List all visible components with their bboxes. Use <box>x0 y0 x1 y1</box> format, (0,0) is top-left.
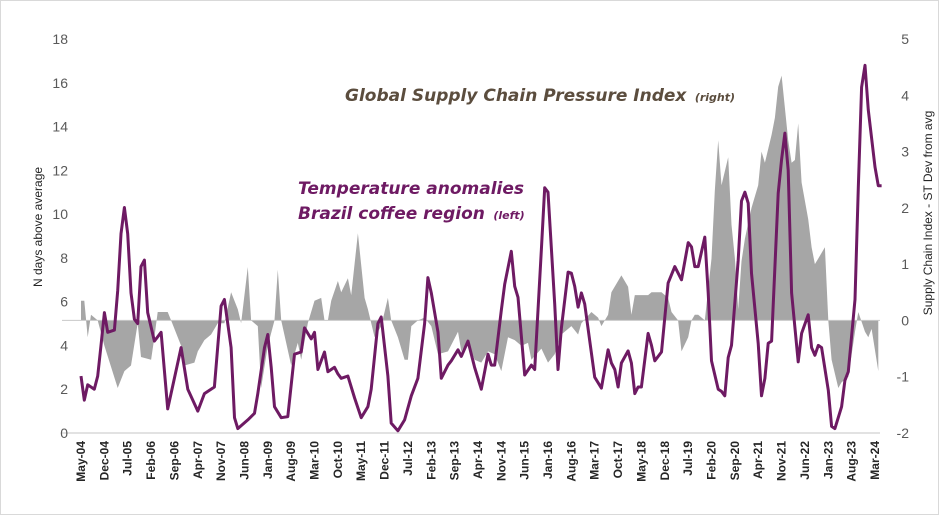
left-tick-label: 10 <box>52 206 68 222</box>
temp-annotation-line1: Temperature anomalies <box>298 179 524 199</box>
gscpi-annotation: Global Supply Chain Pressure Index (righ… <box>345 86 735 106</box>
x-tick-label: Jun-08 <box>238 441 252 480</box>
x-tick-label: Nov-07 <box>214 441 228 481</box>
left-tick-label: 4 <box>60 337 68 353</box>
x-tick-label: Feb-06 <box>144 441 158 480</box>
x-tick-label: Sep-13 <box>448 441 462 481</box>
temp-annotation-suffix: (left) <box>493 209 524 222</box>
x-tick-label: Aug-23 <box>845 441 859 482</box>
x-tick-label: Apr-07 <box>191 441 205 479</box>
temperature-line-layer <box>79 63 882 433</box>
left-tick-label: 18 <box>52 31 68 47</box>
x-tick-label: Jan-09 <box>261 441 275 479</box>
x-tick-label: Sep-20 <box>728 441 742 481</box>
left-tick-label: 6 <box>60 294 68 310</box>
x-tick-label: Apr-14 <box>471 441 485 479</box>
x-axis-ticks: May-04 Dec-04 Jul-05 Feb-06 Sep-06 Apr-07 Nov-… <box>74 441 882 482</box>
x-tick-label: Dec-11 <box>378 441 392 480</box>
temperature-line <box>79 63 882 433</box>
x-tick-label: Feb-20 <box>705 441 719 480</box>
right-tick-label: 5 <box>901 31 909 47</box>
gscpi-annotation-main: Global Supply Chain Pressure Index <box>345 86 687 106</box>
left-axis-label: N days above average <box>31 167 45 287</box>
x-tick-label: Feb-13 <box>424 441 438 480</box>
left-tick-label: 12 <box>52 162 68 178</box>
x-tick-label: Oct-17 <box>611 441 625 479</box>
gscpi-area-layer <box>62 75 880 388</box>
left-tick-label: 2 <box>60 381 68 397</box>
right-tick-label: -2 <box>897 425 910 441</box>
x-tick-label: Jun-15 <box>518 441 532 480</box>
x-tick-label: Jan-23 <box>821 441 835 479</box>
x-tick-label: Nov-14 <box>494 441 508 481</box>
x-tick-label: May-18 <box>634 441 648 482</box>
gscpi-annotation-suffix: (right) <box>695 91 735 104</box>
x-tick-label: Mar-10 <box>308 441 322 480</box>
left-tick-label: 8 <box>60 250 68 266</box>
x-tick-label: Jul-12 <box>401 441 415 476</box>
temp-annotation-title: Temperature anomalies <box>298 179 524 199</box>
right-tick-label: 0 <box>901 312 909 328</box>
left-tick-label: 0 <box>60 425 68 441</box>
x-tick-label: Jul-05 <box>121 441 135 476</box>
right-axis-ticks: -2 -1 0 1 2 3 4 5 <box>897 31 910 441</box>
x-tick-label: Nov-21 <box>775 441 789 481</box>
x-tick-label: Oct-10 <box>331 441 345 479</box>
x-tick-label: Aug-16 <box>564 441 578 482</box>
x-tick-label: Mar-17 <box>588 441 602 480</box>
x-tick-label: May-11 <box>354 441 368 481</box>
x-tick-label: Dec-18 <box>658 441 672 481</box>
x-tick-label: May-04 <box>74 441 88 482</box>
right-tick-label: 1 <box>901 256 909 272</box>
temp-annotation-subtitle: Brazil coffee region <box>298 204 485 224</box>
right-tick-label: 3 <box>901 144 909 160</box>
gscpi-area <box>81 75 879 388</box>
left-tick-label: 14 <box>52 119 68 135</box>
x-tick-label: Apr-21 <box>751 441 765 479</box>
right-tick-label: 4 <box>901 87 909 103</box>
right-tick-label: -1 <box>897 369 910 385</box>
left-axis-ticks: 0 2 4 6 8 10 12 14 16 18 <box>52 31 68 441</box>
temp-annotation-line2: Brazil coffee region (left) <box>298 204 525 224</box>
left-tick-label: 16 <box>52 75 68 91</box>
x-tick-label: Jul-19 <box>681 441 695 476</box>
x-tick-label: Jun-22 <box>798 441 812 480</box>
right-tick-label: 2 <box>901 200 909 216</box>
x-tick-label: Dec-04 <box>97 441 111 481</box>
x-tick-label: Jan-16 <box>541 441 555 479</box>
x-tick-label: Sep-06 <box>167 441 181 481</box>
x-tick-label: Mar-24 <box>868 441 882 480</box>
x-tick-label: Aug-09 <box>284 441 298 482</box>
right-axis-label: Supply Chain Index - ST Dev from avg <box>921 111 935 316</box>
